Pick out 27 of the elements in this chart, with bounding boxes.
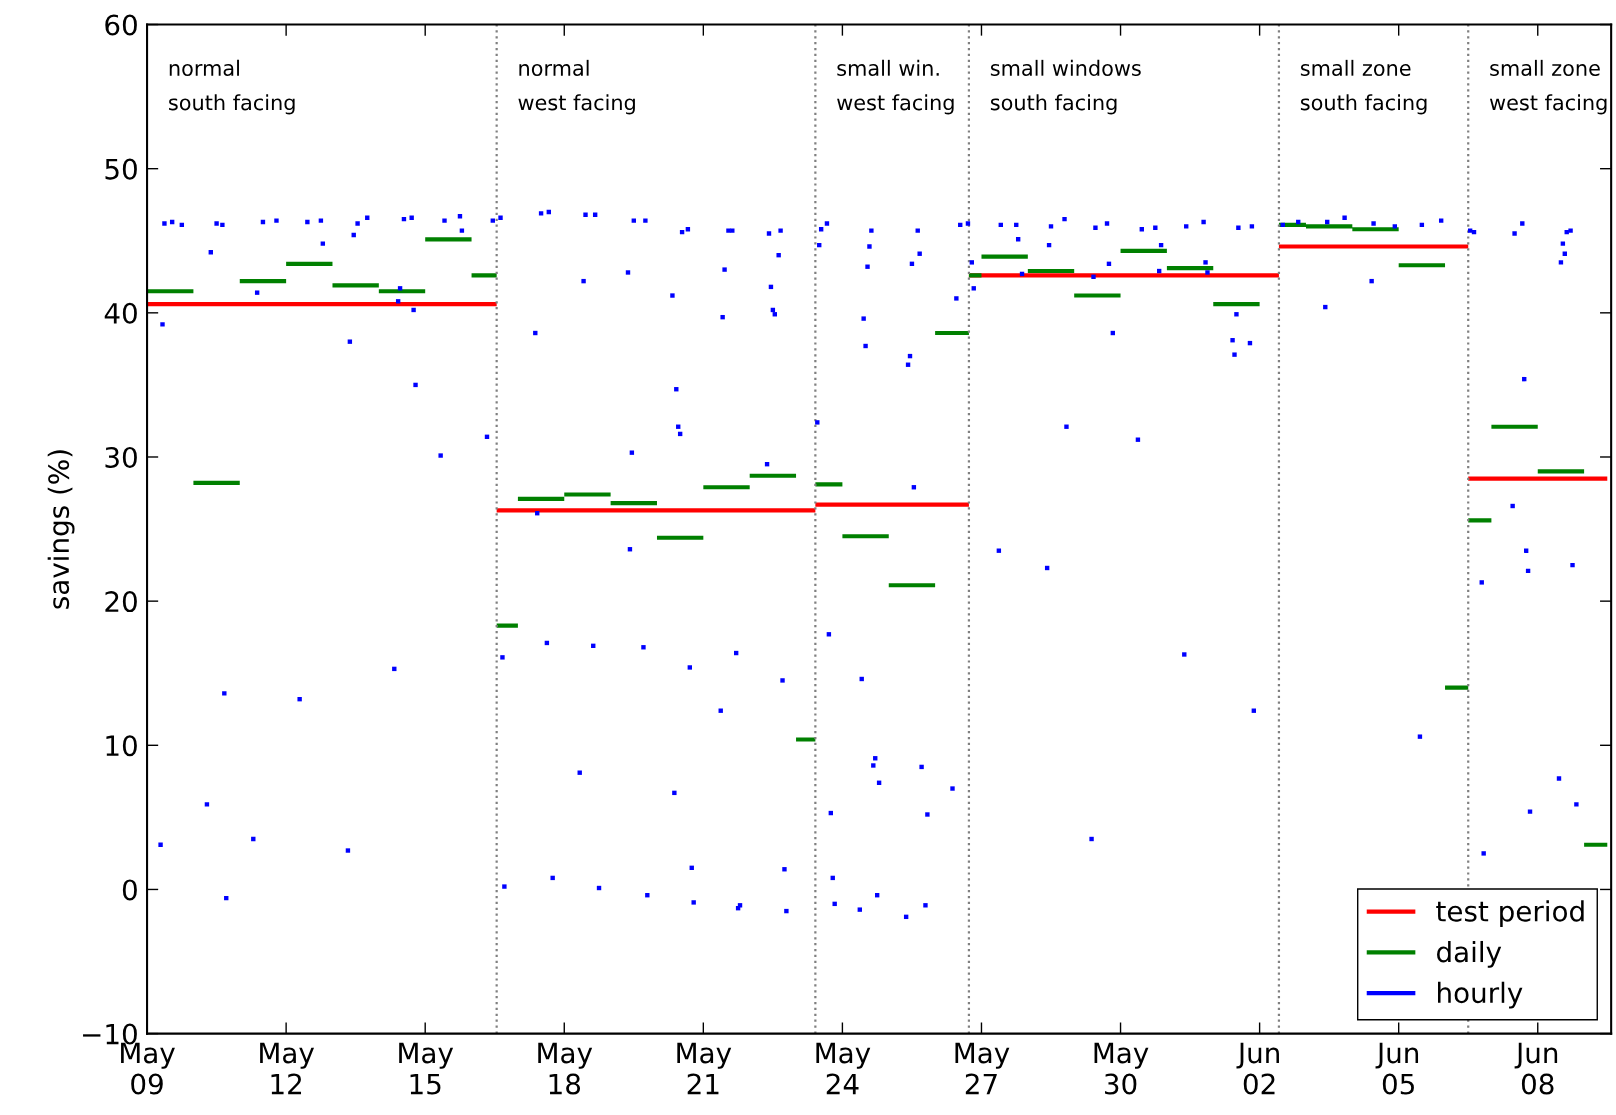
- legend-label: test period: [1436, 900, 1584, 928]
- y-tick-label: 10: [106, 735, 137, 757]
- y-tick-label: 30: [105, 446, 137, 468]
- x-tick-label: May 24: [816, 1042, 871, 1095]
- y-tick-label: 0: [122, 879, 137, 901]
- legend-label: daily: [1437, 940, 1502, 968]
- annotation: normal west facing: [518, 59, 635, 115]
- annotation: small zone west facing: [1489, 59, 1607, 115]
- x-tick-label: May 30: [1094, 1042, 1149, 1095]
- y-tick-label: 20: [105, 591, 137, 613]
- x-tick-label: May 15: [399, 1042, 454, 1095]
- x-tick-label: May 21: [677, 1042, 732, 1095]
- annotation: normal south facing: [169, 59, 295, 115]
- x-tick-label: May 12: [260, 1042, 315, 1095]
- x-tick-label: Jun 05: [1375, 1042, 1419, 1095]
- y-tick-label: 40: [104, 302, 137, 324]
- y-tick-label: 50: [105, 158, 137, 180]
- annotation: small zone south facing: [1300, 59, 1427, 115]
- x-tick-label: May 18: [538, 1042, 593, 1095]
- x-tick-label: Jun 08: [1514, 1042, 1558, 1095]
- y-tick-label: 60: [105, 14, 137, 36]
- y-axis-title: savings (%): [47, 450, 75, 609]
- x-tick-label: May 27: [955, 1042, 1010, 1095]
- legend-label: hourly: [1438, 981, 1523, 1009]
- annotation: small win. west facing: [837, 59, 954, 115]
- x-tick-label: Jun 02: [1236, 1042, 1279, 1095]
- annotation: small windows south facing: [990, 59, 1141, 115]
